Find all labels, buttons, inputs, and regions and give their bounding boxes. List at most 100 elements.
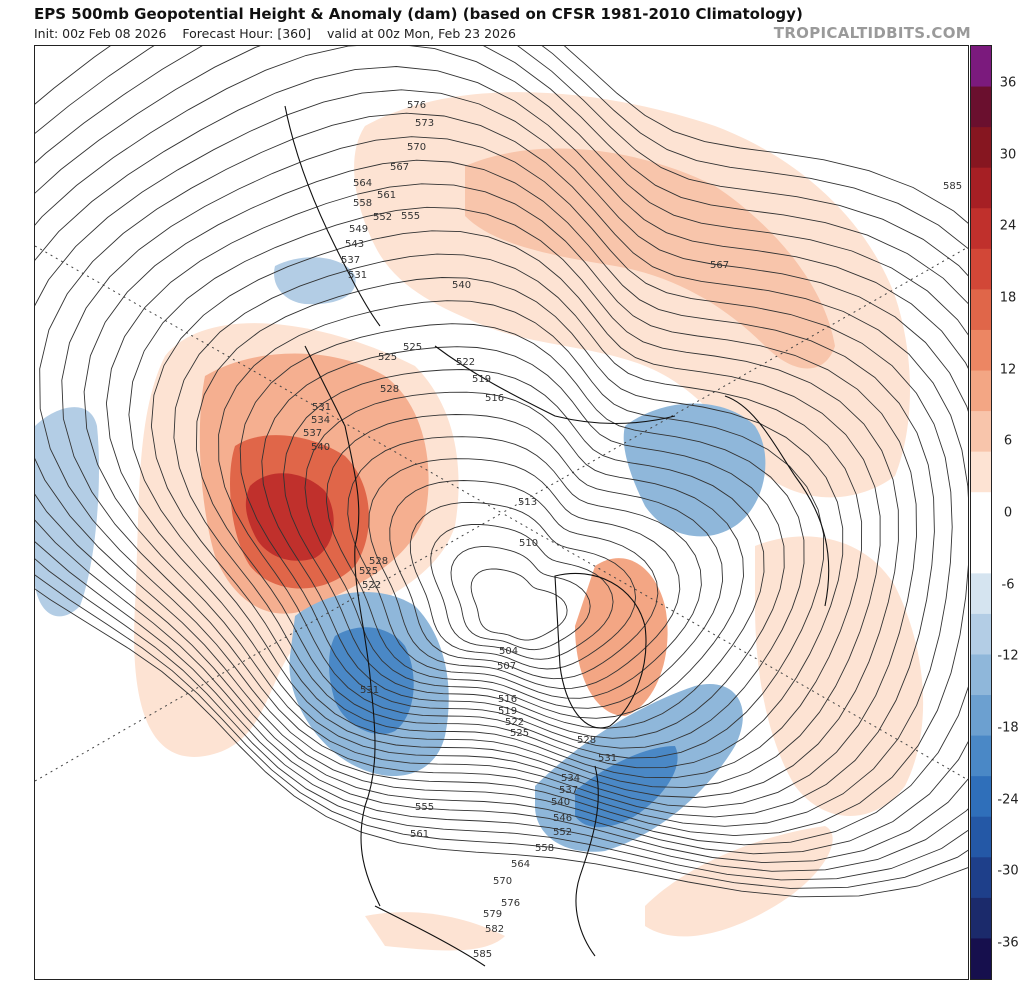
colorbar-swatch	[971, 897, 991, 939]
contour-label: 552	[373, 212, 392, 223]
colorbar-swatch	[971, 857, 991, 899]
coastline-europe	[724, 395, 830, 607]
colorbar-swatch	[971, 370, 991, 412]
contour-label: 510	[519, 538, 538, 549]
contour-label: 552	[553, 827, 572, 838]
chart-subtitle: Init: 00z Feb 08 2026 Forecast Hour: [36…	[34, 26, 528, 41]
colorbar-swatch	[971, 127, 991, 169]
anomaly-positive-light-caribbean	[365, 912, 505, 951]
contour-label: 504	[499, 646, 518, 657]
colorbar-swatch	[971, 86, 991, 128]
colorbar-swatch	[971, 938, 991, 980]
colorbar-swatch	[971, 654, 991, 696]
colorbar-swatch	[971, 248, 991, 290]
contour-label: 582	[485, 924, 504, 935]
site-credit: TROPICALTIDBITS.COM	[773, 24, 971, 42]
colorbar-tick-label: 24	[999, 218, 1017, 234]
contour-label: 531	[312, 402, 331, 413]
contour-label: 525	[359, 566, 378, 577]
contour-label: 585	[943, 181, 962, 192]
contour-labels: 576 573 570 567 564 561 558 552 555 549 …	[303, 100, 962, 960]
anomaly-positive-light-tropical-atlantic	[645, 826, 833, 937]
contour-label: 576	[407, 100, 426, 111]
valid-time: valid at 00z Mon, Feb 23 2026	[326, 26, 516, 41]
height-contour-line	[35, 66, 968, 855]
colorbar-tick-label: 0	[1003, 505, 1013, 521]
height-contour-line	[239, 323, 805, 749]
coastline-north-america-east	[575, 765, 599, 957]
anomaly-negative-western-north-america-core	[329, 627, 414, 735]
init-time: Init: 00z Feb 08 2026	[34, 26, 167, 41]
contour-label: 534	[311, 415, 330, 426]
height-contour-line	[325, 414, 724, 709]
height-contour-line	[470, 568, 568, 641]
colorbar-swatch	[971, 735, 991, 777]
colorbar-tick-label: -30	[997, 863, 1019, 879]
coastline-greenland	[554, 572, 647, 729]
height-contour-line	[35, 46, 968, 872]
colorbar-tick-label: -36	[997, 935, 1019, 951]
height-contour-line	[261, 346, 785, 739]
contour-label: 564	[353, 178, 372, 189]
height-contour-line	[35, 46, 968, 864]
height-contour-line	[347, 436, 702, 699]
colorbar-tick-label: 6	[1003, 433, 1013, 449]
contour-label: 540	[311, 442, 330, 453]
contour-label: 567	[390, 162, 409, 173]
height-contour-line	[35, 46, 968, 889]
height-contour-line	[430, 524, 614, 660]
contour-label: 561	[377, 190, 396, 201]
height-contour-line	[450, 546, 591, 651]
contour-label: 519	[498, 706, 517, 717]
contour-label: 543	[345, 239, 364, 250]
height-contour-line	[39, 112, 968, 837]
contour-label: 516	[485, 393, 504, 404]
height-contour-line	[150, 230, 881, 789]
colorbar-swatch	[971, 492, 991, 534]
colorbar-tick-labels: 36 30 24 18 12 6 0 -6 -12 -18 -24 -30 -36	[992, 45, 1024, 980]
colorbar-swatch	[971, 46, 991, 88]
polar-stereographic-map: 576 573 570 567 564 561 558 552 555 549 …	[34, 45, 969, 980]
contour-label: 525	[378, 352, 397, 363]
contour-label: 540	[551, 797, 570, 808]
height-contour-line	[409, 501, 637, 670]
height-contour-line	[195, 277, 844, 769]
anomaly-positive-medium-greenland	[575, 558, 668, 716]
contour-label: 564	[511, 859, 530, 870]
colorbar-swatch	[971, 411, 991, 453]
contour-label: 507	[497, 661, 516, 672]
height-contour-line	[283, 369, 765, 729]
colorbar-swatch	[971, 776, 991, 818]
height-contour-line	[105, 183, 917, 808]
height-contour-line	[35, 46, 968, 881]
contour-label: 540	[452, 280, 471, 291]
contour-label: 570	[407, 142, 426, 153]
contour-label: 519	[472, 374, 491, 385]
height-contour-line	[304, 391, 744, 719]
colorbar-tick-label: 12	[999, 362, 1017, 378]
contour-label: 531	[360, 685, 379, 696]
contour-label: 528	[577, 735, 596, 746]
anomaly-negative-eastern-north-america-core	[575, 746, 678, 828]
contour-label: 537	[341, 255, 360, 266]
contour-label: 528	[380, 384, 399, 395]
contour-label: 513	[518, 497, 537, 508]
height-contour-line	[61, 136, 953, 827]
contour-label: 522	[456, 357, 475, 368]
contour-label: 555	[415, 802, 434, 813]
anomaly-positive-light-atlantic	[755, 536, 924, 816]
height-contour-line	[128, 206, 899, 798]
contour-label: 549	[349, 224, 368, 235]
coastline-asia-east	[284, 105, 381, 327]
anomaly-colorbar	[970, 45, 992, 980]
contour-label: 546	[553, 813, 572, 824]
chart-title: EPS 500mb Geopotential Height & Anomaly …	[34, 5, 803, 23]
contour-label: 555	[401, 211, 420, 222]
contour-label: 585	[473, 949, 492, 960]
contour-label: 516	[498, 694, 517, 705]
colorbar-swatch	[971, 573, 991, 615]
colorbar-tick-label: 30	[999, 147, 1017, 163]
height-contour-line	[83, 159, 935, 818]
colorbar-swatch	[971, 613, 991, 655]
height-contour-line	[368, 458, 681, 689]
